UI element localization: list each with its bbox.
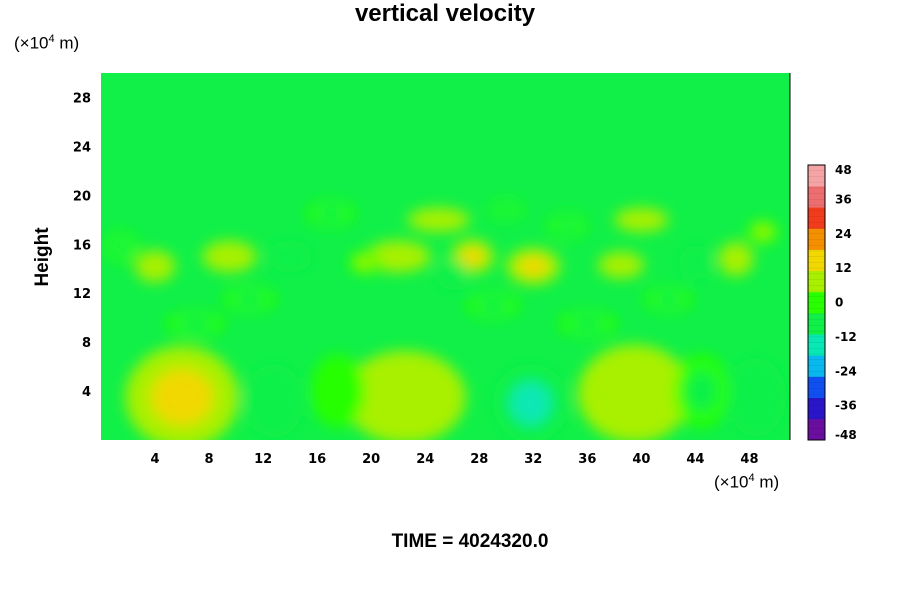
field-cell-core [421, 213, 456, 227]
field-cell-core [460, 247, 485, 266]
colorbar-tick-label: 48 [835, 163, 852, 177]
colorbar-tick-label: 0 [835, 296, 843, 310]
field-cell-core [687, 370, 718, 412]
x-tick-label: 8 [205, 452, 214, 467]
field-cell-core [518, 256, 549, 277]
colorbar-tick-label: -48 [835, 428, 857, 442]
x-tick-label: 40 [632, 452, 650, 467]
field-cell-core [179, 317, 212, 331]
field-cell-core [355, 255, 374, 270]
field-cell-core [509, 381, 552, 425]
field-cell-core [477, 298, 508, 313]
x-tick-label: 16 [308, 452, 326, 467]
field-cell-core [608, 257, 634, 273]
colorbar-swatch [808, 397, 825, 420]
field-cell-core [257, 380, 291, 422]
colorbar-swatch [808, 186, 825, 208]
field-cell-core [112, 238, 131, 255]
x-tick-label: 36 [578, 452, 596, 467]
colorbar-swatch [808, 249, 825, 272]
field-cell-core [443, 266, 462, 283]
colorbar-swatch [808, 270, 825, 293]
colorbar-swatch [808, 165, 825, 187]
x-tick-label: 20 [362, 452, 380, 467]
colorbar-tick-label: -36 [835, 399, 857, 413]
x-tick-label: 28 [470, 452, 488, 467]
y-tick-label: 20 [73, 189, 91, 204]
field-cell-core [234, 292, 265, 307]
plot-area [101, 73, 790, 440]
colorbar-tick-label: 24 [835, 227, 852, 241]
field-cell-core [754, 225, 772, 239]
field-cell-core [143, 257, 167, 276]
field-cell-core [322, 370, 353, 412]
colorbar-swatch [808, 418, 825, 441]
x-tick-label: 32 [524, 452, 542, 467]
field-cell-core [497, 204, 516, 216]
time-label: TIME = 4024320.0 [391, 531, 549, 552]
colorbar-swatch [808, 207, 825, 229]
colorbar-border [807, 164, 826, 441]
field-features [105, 200, 786, 440]
colorbar-swatch [808, 291, 825, 314]
field-cell-core [371, 371, 439, 423]
colorbar-swatch [808, 228, 825, 250]
x-axis-unit: (×104 m) [714, 472, 780, 492]
y-tick-label: 12 [73, 287, 91, 302]
x-tick-label: 48 [740, 452, 758, 467]
colorbar-tick-label: 36 [835, 192, 852, 206]
y-tick-label: 24 [73, 140, 91, 155]
field-cell-core [150, 368, 214, 426]
y-tick-label: 4 [82, 385, 91, 400]
y-tick-label: 8 [82, 336, 91, 351]
chart-title: vertical velocity [354, 0, 536, 27]
y-axis-ticks: 4 8 12 16 20 24 28 [73, 91, 91, 400]
y-tick-label: 16 [73, 238, 91, 253]
field-cell-core [626, 213, 657, 227]
colorbar-tick-label: -24 [835, 364, 857, 378]
field-cell-core [726, 249, 746, 269]
field-cell-core [686, 253, 705, 273]
colorbar-swatch [808, 313, 825, 335]
field-cell-core [556, 219, 578, 233]
colorbar-tick-label: 12 [835, 261, 852, 275]
x-tick-label: 4 [151, 452, 160, 467]
field-cell-core [571, 317, 604, 331]
colorbar-swatch [808, 355, 825, 377]
x-axis-ticks: 4 8 12 16 20 24 28 32 36 40 44 48 [151, 452, 759, 467]
y-axis-unit: (×104 m) [14, 33, 80, 53]
colorbar-tick-label: -12 [835, 330, 857, 344]
velocity-field [105, 200, 786, 440]
field-cell-core [380, 247, 417, 266]
colorbar: 48 36 24 12 0 -12 -24 -36 -48 [807, 163, 857, 442]
field-cell-core [655, 292, 682, 307]
x-tick-label: 44 [686, 452, 704, 467]
field-cell-core [603, 366, 666, 421]
colorbar-swatch [808, 376, 825, 398]
field-cell-core [214, 247, 245, 266]
x-tick-label: 24 [416, 452, 434, 467]
colorbar-swatch [808, 334, 825, 356]
field-cell-core [278, 247, 303, 266]
field-cell-core [739, 375, 773, 419]
x-tick-label: 12 [254, 452, 272, 467]
y-tick-label: 28 [73, 91, 91, 106]
field-cell-core [317, 206, 345, 221]
